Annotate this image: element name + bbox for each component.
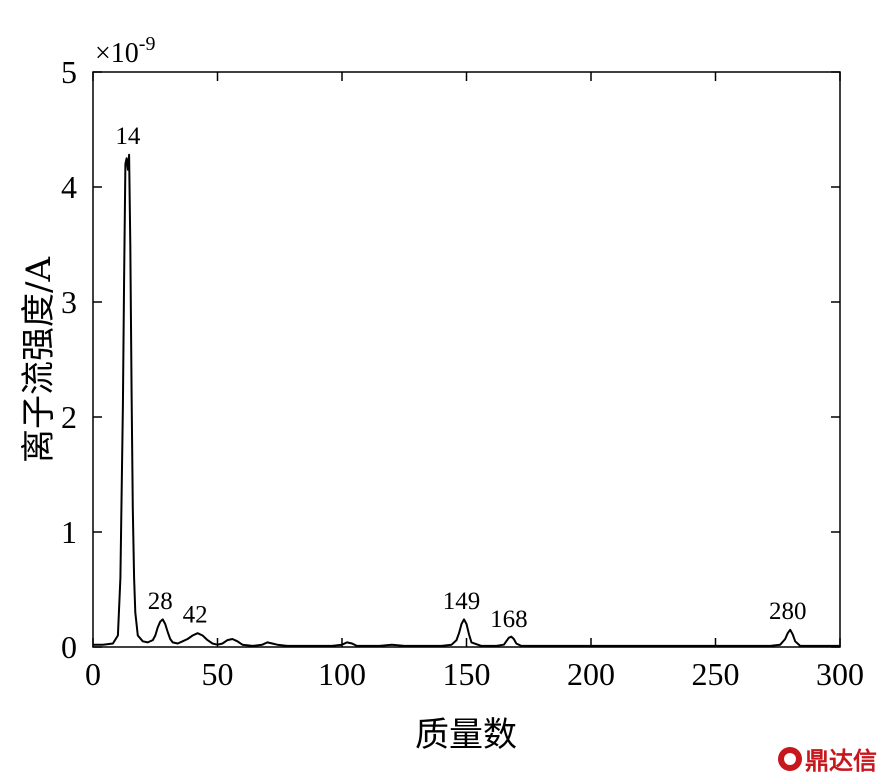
- peak-label: 14: [115, 123, 141, 150]
- x-tick-label: 250: [692, 656, 740, 692]
- peak-label: 42: [183, 602, 208, 629]
- x-tick-label: 150: [443, 656, 491, 692]
- x-tick-label: 300: [816, 656, 864, 692]
- series-line: [93, 153, 840, 647]
- peak-annotations: 14 28 42 149 168 280: [115, 123, 806, 633]
- y-tick-label: 0: [61, 629, 77, 665]
- watermark: 鼎达信: [778, 741, 877, 776]
- peak-label: 280: [769, 598, 807, 625]
- watermark-text: 鼎达信: [805, 747, 877, 775]
- peak-label: 28: [148, 588, 173, 615]
- y-multiplier: ×10-9: [95, 33, 155, 69]
- y-tick-label: 1: [61, 514, 77, 550]
- x-tick-label: 200: [567, 656, 615, 692]
- x-tick-label: 0: [85, 656, 101, 692]
- peak-label: 168: [490, 606, 528, 633]
- y-multiplier-base: ×10: [95, 38, 139, 69]
- y-tick-label: 4: [61, 169, 77, 205]
- plot-area-frame: [92, 71, 841, 648]
- x-tick-label: 100: [318, 656, 366, 692]
- watermark-logo-icon: [778, 746, 802, 771]
- y-tick-label: 5: [61, 54, 77, 90]
- y-tick-labels: 0 1 2 3 4 5: [61, 54, 77, 665]
- axis-ticks: [92, 71, 841, 648]
- y-multiplier-exponent: -9: [139, 33, 156, 55]
- peak-label: 149: [443, 588, 481, 615]
- y-tick-label: 2: [61, 399, 77, 435]
- x-tick-label: 50: [202, 656, 234, 692]
- y-axis-title: 离子流强度/A: [19, 257, 59, 463]
- x-tick-labels: 0 50 100 150 200 250 300: [85, 656, 864, 692]
- x-axis-title: 质量数: [415, 715, 517, 755]
- y-tick-label: 3: [61, 284, 77, 320]
